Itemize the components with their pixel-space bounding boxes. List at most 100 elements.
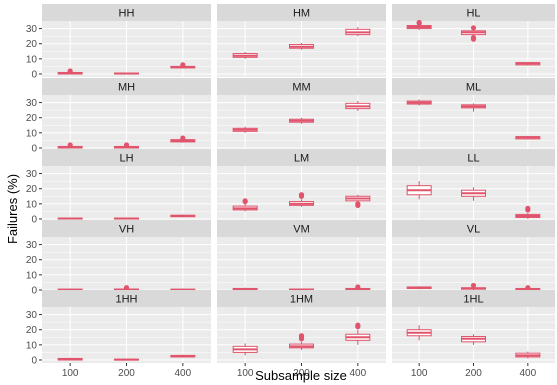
y-tick-label: 0	[31, 355, 37, 366]
y-tick-label: 30	[26, 24, 38, 35]
boxplot-mh-100	[57, 142, 83, 149]
boxplot-lm-100	[232, 198, 258, 212]
x-tick-label: 400	[349, 368, 366, 379]
y-tick-label: 20	[26, 184, 38, 195]
facet-strip-label: 1HM	[290, 294, 313, 306]
y-axis-title: Failures (%)	[5, 174, 20, 244]
y-tick-label: 20	[26, 113, 38, 124]
boxplot-hm-100	[232, 52, 258, 59]
y-tick-label: 10	[26, 270, 38, 281]
outlier-point	[298, 192, 305, 198]
facet-strip-label: HH	[119, 8, 135, 20]
boxplot-hl-400	[515, 61, 541, 66]
facet-strip-label: HM	[293, 8, 310, 20]
facet-strip	[392, 220, 555, 237]
facet-panel-hl: HL	[392, 4, 555, 77]
boxplot-lm-400	[345, 194, 371, 208]
y-axis-ticks: 0 10 20 30 0 10 20 30 0 10 20 30 0 10 20 30 0 10 20 30	[26, 24, 42, 366]
outlier-point	[416, 19, 422, 26]
facet-strip-label: HL	[466, 8, 480, 20]
facet-panel-vm: VM	[217, 220, 386, 293]
boxplot-ll-100	[406, 181, 432, 200]
boxplot-ml-200	[461, 103, 486, 112]
outlier-point	[470, 35, 477, 41]
x-axis-ticks: 100 200 400 100 200 400 100 200 400	[62, 363, 537, 379]
facet-strip	[42, 4, 211, 21]
facet-panel-mm: MM	[217, 78, 386, 151]
boxplot-vm-400	[345, 284, 371, 291]
facet-strip	[217, 290, 386, 307]
boxplot-hh-100	[57, 68, 83, 75]
outlier-point	[470, 282, 477, 289]
facet-strip-label: LH	[119, 153, 133, 165]
facet-strip	[392, 78, 555, 95]
boxplot-vl-100	[406, 286, 432, 290]
boxplot-1hl-100	[406, 325, 432, 341]
x-tick-label: 400	[174, 368, 191, 379]
facet-panel-vh: VH	[42, 220, 211, 293]
facet-panel-1hh: 1HH	[42, 290, 211, 363]
boxplot-lh-200	[114, 217, 139, 220]
facet-panel-mh: MH	[42, 78, 211, 151]
outlier-point	[298, 333, 305, 339]
facet-panels: HH HM HL MH MM ML LH LM LL VH VM VL 1HH 1HM 1HL	[42, 4, 555, 363]
y-tick-label: 0	[31, 214, 37, 225]
x-tick-label: 200	[465, 368, 482, 379]
outlier-point	[355, 322, 361, 328]
boxplot-hh-400	[170, 62, 196, 69]
y-tick-label: 10	[26, 54, 38, 65]
x-tick-label: 100	[411, 368, 428, 379]
facet-strip-label: VL	[467, 224, 480, 236]
y-tick-label: 30	[26, 240, 38, 251]
facet-strip-label: MH	[118, 82, 135, 94]
boxplot-1hl-200	[461, 334, 486, 345]
boxplot-1hh-200	[114, 358, 139, 361]
x-tick-label: 400	[519, 368, 536, 379]
boxplot-1hm-100	[232, 343, 258, 356]
x-tick-label: 200	[118, 368, 135, 379]
boxplot-1hh-100	[57, 357, 83, 361]
facet-strip-label: MM	[292, 82, 310, 94]
boxplot-hl-100	[406, 19, 432, 31]
y-tick-label: 0	[31, 143, 37, 154]
y-tick-label: 30	[26, 310, 38, 321]
outlier-point	[355, 284, 361, 290]
y-tick-label: 20	[26, 325, 38, 336]
y-tick-label: 30	[26, 169, 38, 180]
facet-strip-label: VM	[293, 224, 310, 236]
facet-panel-ml: ML	[392, 78, 555, 151]
outlier-point	[242, 198, 248, 204]
outlier-point	[67, 68, 73, 74]
facet-strip	[42, 78, 211, 95]
facet-strip-label: 1HH	[115, 294, 137, 306]
boxplot-1hh-400	[170, 354, 196, 358]
boxplot-ll-400	[515, 205, 541, 219]
facet-strip-label: LM	[294, 153, 309, 165]
facet-strip	[42, 290, 211, 307]
y-tick-label: 30	[26, 98, 38, 109]
facet-strip	[217, 220, 386, 237]
boxplot-mm-400	[345, 101, 371, 111]
y-tick-label: 0	[31, 285, 37, 296]
boxplot-hl-200	[461, 25, 486, 42]
outlier-point	[180, 62, 186, 68]
facet-panel-lm: LM	[217, 149, 386, 222]
facet-strip	[392, 290, 555, 307]
boxplot-1hm-400	[345, 322, 371, 345]
boxplot-lh-400	[170, 214, 196, 218]
y-tick-label: 0	[31, 69, 37, 80]
outlier-point	[355, 201, 361, 207]
y-tick-label: 10	[26, 340, 38, 351]
boxplot-lm-200	[289, 192, 314, 207]
boxplot-vh-100	[57, 288, 83, 291]
boxplot-hm-200	[289, 42, 314, 50]
boxplot-vh-200	[114, 285, 139, 291]
facet-strip	[392, 149, 555, 166]
x-tick-label: 200	[293, 368, 310, 379]
facet-panel-lh: LH	[42, 149, 211, 222]
boxplot-mm-200	[289, 117, 314, 124]
facet-panel-1hl: 1HL	[392, 290, 555, 363]
boxplot-vl-200	[461, 282, 486, 290]
outlier-point	[123, 285, 130, 291]
